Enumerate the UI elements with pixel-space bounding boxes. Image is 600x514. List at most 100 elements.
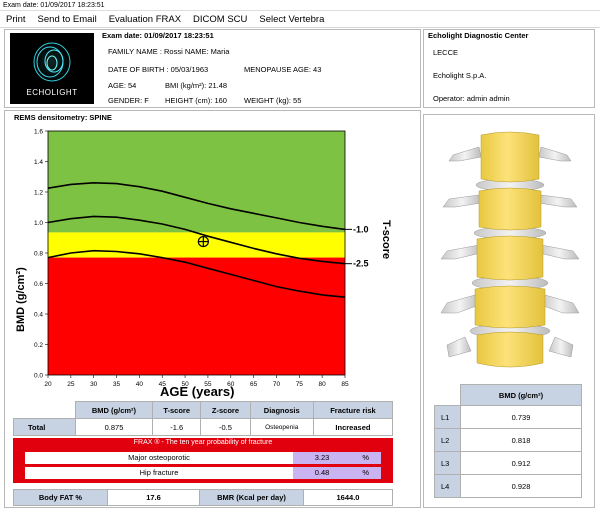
y-tick-label: 0.4	[34, 312, 43, 319]
frax-panel: FRAX ® - The ten year probability of fra…	[13, 438, 393, 483]
patient-weight: WEIGHT (kg): 55	[244, 96, 302, 105]
patient-family-name: FAMILY NAME : Rossi NAME: Maria	[108, 47, 230, 56]
body-fat-value: 17.6	[107, 489, 200, 506]
frax-major-row: Major osteoporotic 3.23 %	[25, 452, 381, 464]
body-metrics-table: Body FAT % 17.6 BMR (Kcal per day) 1644.…	[13, 489, 393, 506]
x-axis-label: AGE (years)	[160, 384, 234, 399]
vertebra-value-l3: 0.912	[460, 451, 582, 475]
results-bmd-value: 0.875	[75, 418, 153, 436]
vertebra-header-empty	[434, 384, 461, 406]
reference-curve-2	[47, 215, 346, 265]
menu-dicom-scu[interactable]: DICOM SCU	[193, 13, 248, 25]
results-header-bmd: BMD (g/cm²)	[75, 401, 153, 419]
bmr-value: 1644.0	[303, 489, 393, 506]
vertebra-bodies	[474, 131, 546, 368]
x-tick-label: 75	[296, 381, 304, 388]
y-tick-label: 0.0	[34, 373, 43, 380]
results-header-zscore: Z-score	[200, 401, 251, 419]
center-operator: Operator: admin admin	[433, 94, 510, 103]
exam-date-title: Exam date: 01/09/2017 18:23:51	[102, 31, 214, 40]
vertebra-value-l4: 0.928	[460, 474, 582, 498]
window-title: Exam date: 01/09/2017 18:23:51	[0, 0, 600, 11]
center-title: Echolight Diagnostic Center	[428, 31, 529, 40]
reference-curve-1	[47, 181, 346, 231]
chart-title: REMS densitometry: SPINE	[14, 113, 112, 122]
vertebra-level-l4: L4	[434, 474, 461, 498]
x-tick-label: 65	[250, 381, 258, 388]
center-city: LECCE	[433, 48, 459, 57]
patient-age: AGE: 54	[108, 81, 137, 90]
x-tick-label: 45	[159, 381, 167, 388]
vertebra-bmd-table: BMD (g/cm²) L1 0.739 L2 0.818 L3 0.912 L…	[434, 384, 582, 498]
patient-bmi: BMI (kg/m²): 21.48	[165, 81, 228, 90]
patient-dob: DATE OF BIRTH : 05/03/1963	[108, 65, 209, 74]
lumbar-spine-model[interactable]	[435, 127, 585, 377]
patient-height: HEIGHT (cm): 160	[165, 96, 227, 105]
menu-print[interactable]: Print	[6, 13, 26, 25]
x-tick-label: 40	[136, 381, 144, 388]
x-tick-label: 85	[341, 381, 349, 388]
results-header-fracture-risk: Fracture risk	[312, 401, 394, 419]
y-tick-label: 0.2	[34, 342, 43, 349]
vertebra-value-l2: 0.818	[460, 428, 582, 452]
results-table: BMD (g/cm²) T-score Z-score Diagnosis Fr…	[13, 401, 394, 436]
logo-emblem-icon	[31, 41, 73, 83]
results-header-row: BMD (g/cm²) T-score Z-score Diagnosis Fr…	[13, 401, 394, 419]
frax-major-value: 3.23	[314, 453, 330, 462]
y-tick-label: 0.6	[34, 281, 43, 288]
t-score-label: -1.0	[353, 224, 369, 234]
center-company: Echolight S.p.A.	[433, 71, 487, 80]
frax-major-unit: %	[362, 453, 369, 462]
frax-hip-row: Hip fracture 0.48 %	[25, 467, 381, 479]
results-header-empty	[13, 401, 76, 419]
frax-hip-value-cell: 0.48 %	[293, 467, 381, 479]
frax-hip-value: 0.48	[314, 468, 330, 477]
y-tick-label: 1.2	[34, 190, 43, 197]
x-tick-label: 25	[67, 381, 75, 388]
vertebra-level-l2: L2	[434, 428, 461, 452]
zone-red	[48, 257, 345, 375]
y-axis-label: BMD (g/cm²)	[15, 267, 27, 332]
y-tick-label: 1.0	[34, 220, 43, 227]
vertebra-level-l1: L1	[434, 405, 461, 429]
x-tick-label: 55	[204, 381, 212, 388]
vertebra-row-l2[interactable]: L2 0.818	[434, 428, 582, 452]
results-tscore-value: -1.6	[151, 418, 202, 436]
menu-evaluation-frax[interactable]: Evaluation FRAX	[108, 13, 182, 25]
results-total-row: Total 0.875 -1.6 -0.5 Osteopenia Increas…	[13, 418, 394, 436]
vertebra-row-l1[interactable]: L1 0.739	[434, 405, 582, 429]
plot-frame	[47, 130, 346, 376]
results-diagnosis-value: Osteopenia	[249, 418, 314, 436]
center-panel	[423, 29, 595, 108]
frax-title: FRAX ® - The ten year probability of fra…	[133, 439, 273, 446]
bmd-chart: 20 25 30 35 40 45 50 55 60 65 70 75 80 85 0.0 0.2 0.4 0.…	[15, 129, 392, 400]
x-tick-label: 30	[90, 381, 98, 388]
results-fracture-risk-value: Increased	[312, 418, 394, 436]
x-tick-label: 35	[113, 381, 121, 388]
frax-hip-unit: %	[362, 468, 369, 477]
zone-green	[48, 131, 345, 233]
x-tick-label: 50	[181, 381, 189, 388]
vertebra-row-l4[interactable]: L4 0.928	[434, 474, 582, 498]
zone-yellow	[48, 232, 345, 258]
frax-hip-label: Hip fracture	[139, 468, 179, 477]
echolight-logo: ECHOLIGHT	[10, 33, 94, 104]
results-header-tscore: T-score	[151, 401, 202, 419]
results-header-diagnosis: Diagnosis	[249, 401, 314, 419]
frax-major-value-cell: 3.23 %	[293, 452, 381, 464]
t-score-label: -2.5	[353, 259, 369, 269]
menu-select-vertebra[interactable]: Select Vertebra	[259, 13, 325, 25]
menu-bar: Print Send to Email Evaluation FRAX DICO…	[0, 11, 600, 28]
vertebra-row-l3[interactable]: L3 0.912	[434, 451, 582, 475]
vertebra-bmd-header: BMD (g/cm²)	[460, 384, 582, 406]
menu-send-email[interactable]: Send to Email	[37, 13, 97, 25]
vertebra-level-l3: L3	[434, 451, 461, 475]
body-fat-label: Body FAT %	[13, 489, 108, 506]
reference-curve-3	[47, 249, 346, 298]
bmr-label: BMR (Kcal per day)	[199, 489, 304, 506]
patient-menopause-age: MENOPAUSE AGE: 43	[244, 65, 322, 74]
x-tick-label: 60	[227, 381, 235, 388]
y-tick-label: 1.4	[34, 159, 43, 166]
patient-gender: GENDER: F	[108, 96, 149, 105]
logo-text: ECHOLIGHT	[26, 88, 78, 97]
